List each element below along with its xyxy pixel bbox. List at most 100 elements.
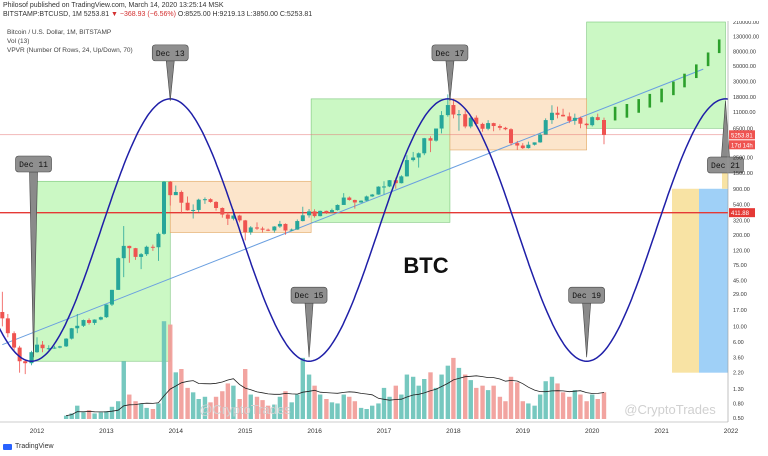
vpvr-bar-down [699,188,728,373]
y-tick-4: 30000.00 [733,80,756,86]
callout-dec-15: Dec 15 [290,286,328,358]
ticker-last: 5253.81 [83,11,110,18]
candle-body [52,347,57,349]
candle-67 [387,179,392,188]
callout-box [707,156,744,174]
candle-body [509,129,514,144]
volume-bar-1 [69,413,74,419]
candle-body [162,181,167,234]
candle-13 [75,313,80,334]
callout-box [568,286,605,304]
ticker-ohlc: O:8525.00 H:9219.13 L:3850.00 C:5253.81 [177,11,313,18]
candle-75 [434,128,439,142]
candle-102 [590,116,595,127]
candle-body [445,105,450,116]
candle-1 [5,313,10,338]
volume-bar-32 [248,394,253,419]
tradingview-icon [3,443,12,450]
candle-body [109,289,114,305]
y-tick-6: 11000.00 [733,110,756,116]
candle-body [208,199,213,202]
support-tag: 411.88 [729,208,755,218]
projection-bar-1 [625,104,629,118]
volume-bar-71 [474,387,479,419]
volume-bar-68 [456,367,462,419]
candle-7 [40,340,45,353]
candle-body [422,138,427,154]
candle-body [572,117,577,121]
candle-38 [220,207,225,218]
support-tag-text: 411.88 [731,211,750,217]
candle-15 [87,318,92,325]
candle-35 [202,197,207,204]
tradingview-logo[interactable]: TradingView [3,443,54,450]
y-tick-19: 17.00 [733,308,747,314]
candle-95 [549,105,554,124]
candle-body [283,223,288,231]
candles [0,94,606,375]
callout-label: Dec 15 [295,292,324,301]
volume-bar-12 [133,401,138,419]
candle-body [428,138,433,141]
x-tick-2019: 2019 [516,428,531,435]
candle-body [532,142,537,145]
support-line [0,134,728,214]
candle-body [156,233,161,248]
candle-47 [272,226,277,233]
candle-89 [515,140,520,150]
legend-vol: Vol (13) [7,38,29,45]
y-tick-10: 1500.00 [733,171,753,177]
candle-body [64,338,69,347]
callout-pointer [582,302,591,358]
candle-16 [92,319,97,325]
volume-bar-81 [532,405,537,419]
volume-ma-line [66,375,605,417]
candle-25 [144,245,149,256]
candle-2 [12,331,17,351]
volume-bar-49 [347,396,352,419]
candle-body [17,347,22,362]
candle-41 [237,214,242,223]
green-box-1 [310,98,451,223]
candle-8 [46,345,51,351]
callout-box [431,44,469,62]
volume-bar-79 [520,401,525,419]
volume-bar-62 [422,379,427,419]
candle-body [324,210,329,213]
volume-bar-42 [306,374,312,419]
candle-body [515,143,520,146]
trendline [2,68,704,346]
vpvr-profile [672,157,728,373]
candle-76 [439,111,444,134]
x-tick-2018: 2018 [446,428,461,435]
candle-body [104,304,109,318]
volume-bar-26 [213,396,219,419]
candle-body [144,246,149,255]
volume-bar-64 [433,387,439,419]
candle-51 [295,219,300,230]
candle-3 [17,345,22,373]
candle-5 [29,350,34,366]
price-chart[interactable]: Dec 11 Dec 13 Dec 15 Dec 17 Dec 19 Dec 21 Bit… [0,21,768,442]
y-tick-7: 6500.00 [733,126,753,132]
candle-49 [283,223,288,235]
volume-bar-88 [572,390,578,419]
volume-bars [63,321,607,419]
candle-body [399,176,404,184]
candle-body [12,333,17,348]
projection-bar-6 [683,73,686,88]
candle-66 [382,181,386,195]
candle-body [578,117,583,124]
candle-body [416,153,421,158]
y-tick-9: 2500.00 [733,156,753,162]
candle-98 [567,112,572,124]
callout-box [151,44,189,62]
candle-body [173,191,178,196]
zone-boxes [33,21,726,362]
callout-label: Dec 17 [436,50,465,59]
volume-bar-18 [168,324,173,419]
volume-bar-82 [537,394,543,419]
volume-bar-63 [428,372,433,419]
volume-bar-4 [86,410,92,419]
candle-72 [416,152,421,168]
